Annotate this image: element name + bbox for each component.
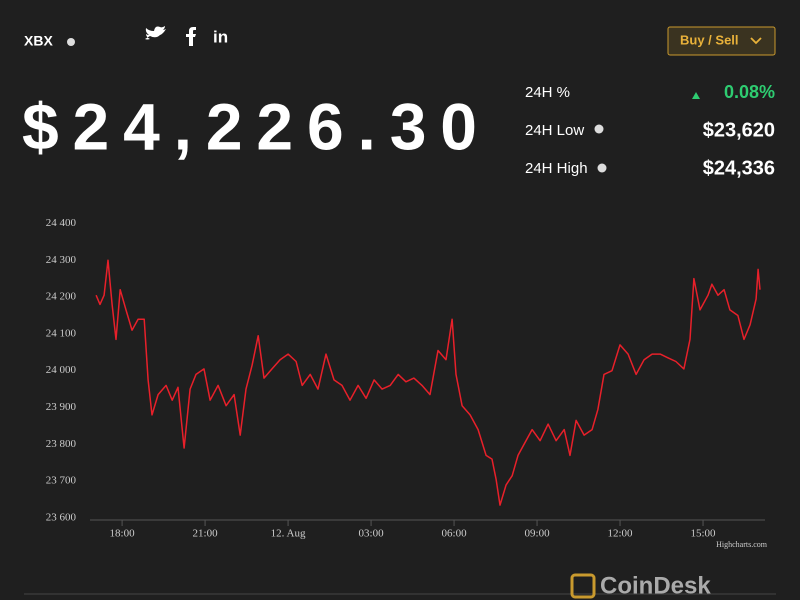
plot: 23 600 23 700 23 800 23 900 24 000 24 100 24 2… (46, 217, 765, 540)
stat-value: $23,620 (703, 119, 775, 141)
stat-label: 24H % (525, 84, 570, 101)
twitter-icon[interactable] (145, 26, 166, 40)
x-tick-label: 12. Aug (271, 528, 306, 540)
stat-label: 24H Low (525, 122, 584, 139)
logo-icon (570, 573, 596, 599)
stat-value: 0.08% (724, 82, 775, 102)
symbol: XBX (24, 33, 53, 49)
credits[interactable]: Highcharts.com (716, 540, 768, 549)
info-icon[interactable] (594, 124, 604, 134)
up-arrow (692, 92, 700, 99)
y-tick-label: 23 600 (46, 512, 77, 524)
x-tick-label: 09:00 (525, 528, 551, 540)
x-tick-label: 18:00 (110, 528, 136, 540)
buy-sell-button[interactable] (667, 26, 776, 56)
price-line (95, 259, 761, 506)
y-tick-label: 24 200 (46, 291, 77, 303)
y-tick-label: 24 400 (46, 217, 77, 229)
x-tick-label: 03:00 (359, 528, 385, 540)
chevron[interactable] (750, 37, 762, 45)
y-tick-label: 24 100 (46, 327, 77, 339)
y-tick-label: 24 300 (46, 254, 77, 266)
x-tick-label: 21:00 (193, 528, 219, 540)
icon (67, 38, 75, 46)
y-tick-label: 23 700 (46, 475, 77, 487)
stat-label: 24H High (525, 160, 588, 177)
stat-value: $24,336 (703, 157, 775, 179)
linkedin-icon[interactable]: in (213, 27, 228, 46)
logo: CoinDesk (600, 572, 711, 599)
button-label[interactable]: Buy / Sell (680, 32, 739, 47)
x-tick-label: 06:00 (442, 528, 468, 540)
y-tick-label: 23 900 (46, 401, 77, 413)
facebook-icon[interactable] (186, 27, 196, 46)
x-tick-label: 15:00 (691, 528, 717, 540)
y-tick-label: 24 000 (46, 364, 77, 376)
x-tick-label: 12:00 (608, 528, 634, 540)
y-tick-label: 23 800 (46, 438, 77, 450)
info-icon[interactable] (597, 163, 607, 173)
